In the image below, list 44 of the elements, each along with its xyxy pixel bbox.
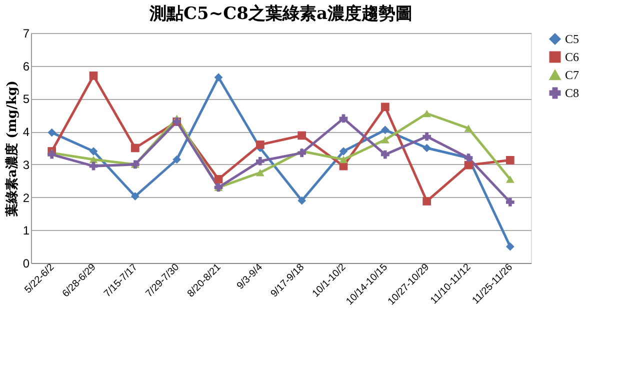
- legend-label: C7: [565, 68, 580, 82]
- point: [422, 144, 432, 152]
- point: [506, 198, 514, 206]
- point: [48, 128, 56, 137]
- point: [380, 136, 390, 144]
- y-tick-label: 7: [22, 26, 30, 40]
- point: [464, 160, 473, 170]
- point: [464, 124, 473, 132]
- point: [506, 176, 514, 183]
- legend-label: C8: [565, 86, 580, 100]
- point: [256, 140, 264, 149]
- point: [380, 102, 390, 112]
- point: [89, 147, 98, 156]
- point: [380, 150, 390, 159]
- point: [256, 156, 264, 166]
- point: [214, 175, 223, 184]
- point: [172, 155, 182, 164]
- point: [214, 73, 223, 82]
- point: [422, 197, 432, 206]
- point: [380, 126, 390, 134]
- point: [506, 156, 514, 164]
- legend-label: C5: [565, 32, 580, 46]
- point: [339, 147, 348, 156]
- point: [89, 72, 98, 80]
- point: [298, 196, 306, 205]
- y-tick-label: 3: [22, 158, 30, 172]
- legend-label: C6: [565, 50, 580, 64]
- point: [89, 162, 98, 170]
- point: [256, 169, 264, 176]
- point: [130, 144, 140, 152]
- y-tick-label: 2: [22, 190, 30, 205]
- y-axis-title: 葉綠素a濃度 (mg/kg): [4, 80, 20, 218]
- point: [339, 114, 348, 123]
- y-tick-label: 6: [22, 59, 30, 74]
- point: [130, 192, 140, 200]
- y-tick-label: 4: [22, 125, 30, 140]
- point: [422, 110, 432, 118]
- point: [422, 132, 432, 141]
- point: [339, 156, 348, 164]
- point: [506, 242, 514, 251]
- y-tick-label: 1: [22, 224, 30, 238]
- chart-title: 測點C5~C8之葉綠素a濃度趨勢圖: [148, 4, 412, 24]
- point: [298, 131, 306, 140]
- y-tick-label: 5: [22, 92, 30, 106]
